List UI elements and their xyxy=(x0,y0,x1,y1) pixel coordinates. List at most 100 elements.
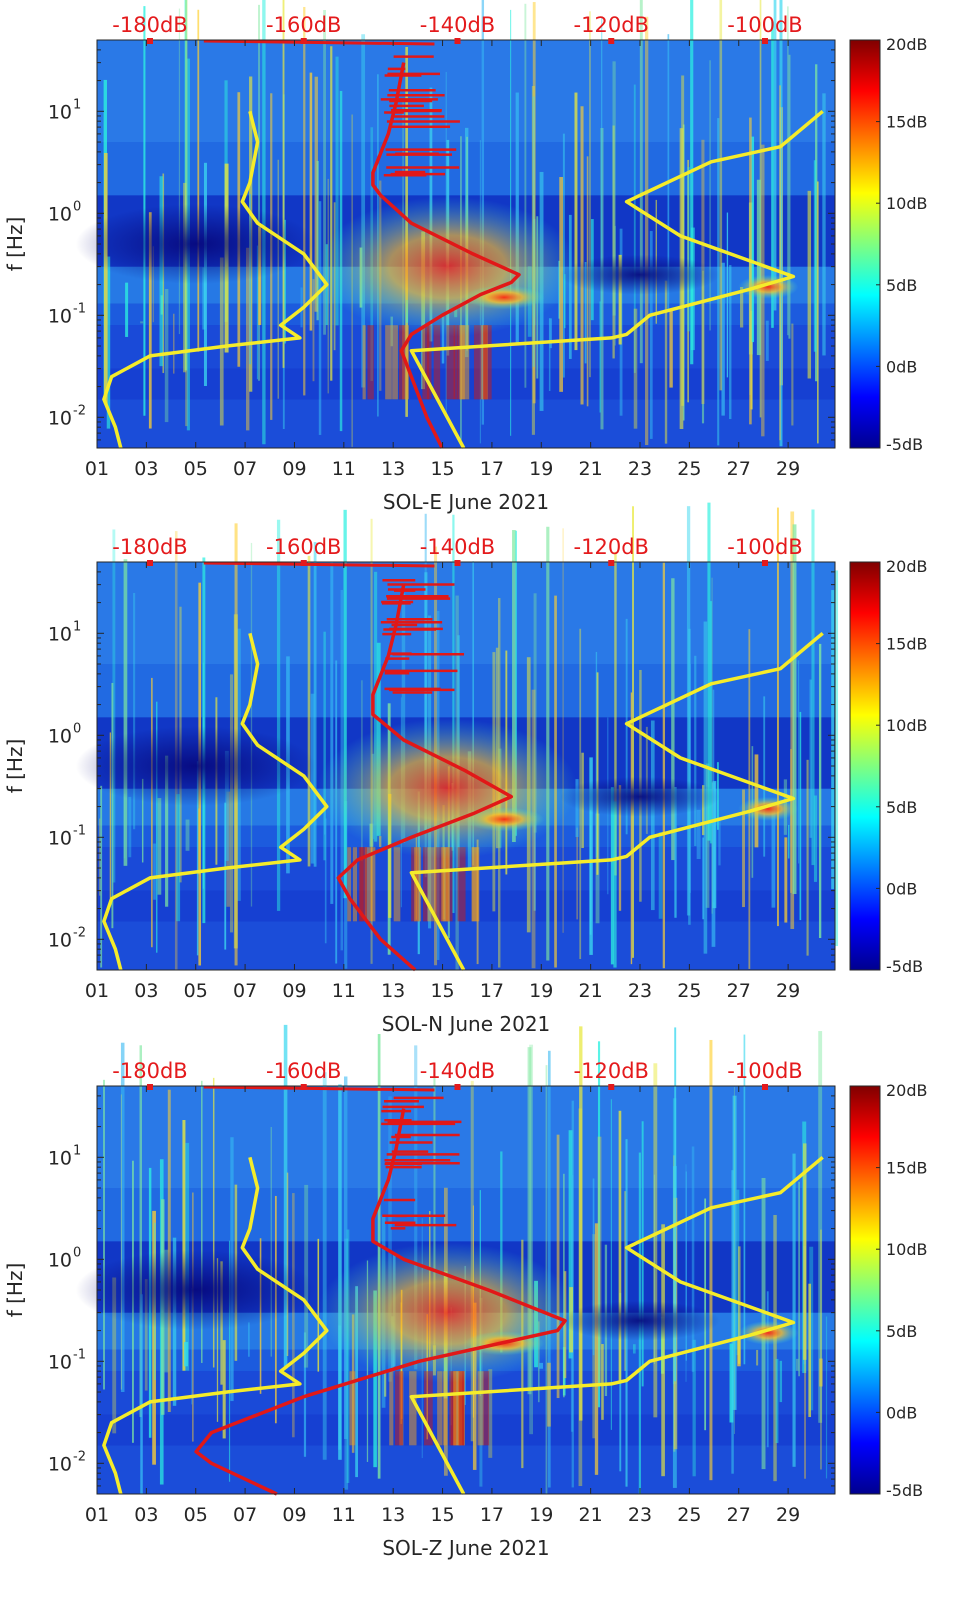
spectrogram-streak xyxy=(185,819,190,851)
spectrogram-streak xyxy=(787,6,789,336)
spectrogram-streak xyxy=(256,245,258,380)
spectrogram-streak xyxy=(343,1076,348,1439)
x-tick-label: 09 xyxy=(282,980,306,1002)
spectrogram-burst xyxy=(398,325,405,400)
spectrogram-streak xyxy=(103,1079,105,1390)
top-axis-label: -180dB xyxy=(112,1059,187,1083)
spectrogram-streak xyxy=(529,1044,534,1435)
colorbar-label: 20dB xyxy=(886,557,928,576)
spectrogram-streak xyxy=(633,84,636,373)
spectrogram-streak xyxy=(157,798,162,895)
spectrogram-streak xyxy=(690,0,694,365)
spectrogram-streak xyxy=(292,1193,295,1438)
spectrogram-streak xyxy=(562,528,564,933)
spectrogram-streak xyxy=(825,1316,828,1479)
spectrogram xyxy=(75,1024,835,1494)
spectrogram-band xyxy=(97,562,835,664)
top-axis-marker xyxy=(608,1084,615,1090)
x-tick-label: 19 xyxy=(529,458,553,480)
spectrogram-streak xyxy=(165,755,169,907)
red-curve-median xyxy=(336,584,514,972)
spectrogram-streak xyxy=(649,231,653,439)
spectrogram-streak xyxy=(788,54,791,339)
spectrogram-streak xyxy=(818,1031,823,1423)
y-tick-label-exponent: -2 xyxy=(73,925,86,940)
x-tick-label: 29 xyxy=(776,458,800,480)
spectrogram-streak xyxy=(681,75,685,406)
y-tick-label-exponent: 0 xyxy=(73,199,81,214)
spectrogram-streak xyxy=(807,190,812,379)
spectrogram-streak xyxy=(324,818,327,944)
spectrogram-streak xyxy=(148,212,152,429)
x-tick-label: 27 xyxy=(727,458,751,480)
spectrogram-burst xyxy=(427,847,436,922)
spectrogram-streak xyxy=(153,843,156,900)
spectrogram-streak xyxy=(250,542,253,907)
top-axis-label: -180dB xyxy=(112,13,187,37)
spectrogram-streak xyxy=(283,1024,288,1369)
spectrogram-burst xyxy=(483,1371,490,1446)
spectrogram-streak xyxy=(707,502,711,841)
spectrogram-burst xyxy=(347,847,352,922)
spectrogram-streak xyxy=(579,1026,583,1421)
top-axis-marker xyxy=(300,1084,307,1090)
spectrogram-streak xyxy=(658,832,663,919)
spectrogram-burst xyxy=(395,1371,403,1446)
top-axis-marker xyxy=(300,38,307,44)
spectrogram-streak xyxy=(224,750,229,862)
yellow-curve-low-noise xyxy=(102,632,329,971)
spectrogram-streak xyxy=(512,530,516,843)
spectrogram-streak xyxy=(589,757,593,955)
y-axis-title: f [Hz] xyxy=(3,739,27,794)
spectrogram-streak xyxy=(330,46,333,381)
spectrogram-streak xyxy=(719,0,723,391)
colorbar-label: -5dB xyxy=(886,957,923,976)
spectrogram-streak xyxy=(809,1246,814,1411)
spectrogram-streak xyxy=(808,1283,812,1418)
spectrogram-streak xyxy=(322,1072,327,1460)
spectrogram-burst xyxy=(409,1371,417,1446)
spectrogram-streak xyxy=(212,1077,215,1368)
top-axis-label: -160dB xyxy=(266,1059,341,1083)
x-tick-label: 27 xyxy=(727,980,751,1002)
y-tick-label-exponent: -1 xyxy=(73,823,86,838)
spectrogram-streak xyxy=(792,1153,796,1467)
colorbar-label: 20dB xyxy=(886,1081,928,1100)
spectrogram-streak xyxy=(595,651,598,858)
x-tick-label: 17 xyxy=(480,1504,504,1526)
colorbar-label: -5dB xyxy=(886,435,923,454)
spectrogram-streak xyxy=(173,313,175,374)
red-spike-top xyxy=(203,561,435,568)
spectrogram-streak xyxy=(197,9,200,352)
spectrogram-streak xyxy=(791,323,794,426)
x-tick-label: 21 xyxy=(579,980,603,1002)
spectrogram-streak xyxy=(709,60,711,331)
spectrogram-streak xyxy=(596,672,599,875)
spectrogram-streak xyxy=(686,506,691,916)
spectrogram-streak xyxy=(584,262,587,364)
spectrogram-streak xyxy=(771,807,776,908)
red-spike-top xyxy=(203,1085,435,1092)
top-axis-label: -100dB xyxy=(727,1059,802,1083)
spectrogram-streak xyxy=(797,660,800,864)
spectrogram-burst xyxy=(457,847,466,922)
spectrogram-burst xyxy=(424,1371,433,1446)
spectrogram-streak xyxy=(820,1229,822,1470)
x-tick-label: 15 xyxy=(430,458,454,480)
spectrogram-streak xyxy=(822,93,826,356)
spectrogram-streak xyxy=(667,34,670,312)
spectrogram-streak xyxy=(196,761,199,956)
top-axis-marker xyxy=(147,38,153,44)
spectrogram-streak xyxy=(99,818,101,896)
spectrogram-streak xyxy=(191,1287,193,1405)
spectrogram-streak xyxy=(685,1164,687,1382)
spectrogram-streak xyxy=(384,1371,387,1397)
colorbar-label: 15dB xyxy=(886,1159,928,1178)
spectrogram-streak xyxy=(818,643,822,939)
spectrogram-band xyxy=(97,1445,835,1494)
spectrogram-burst xyxy=(477,1371,484,1446)
x-tick-label: 09 xyxy=(282,458,306,480)
spectrogram-quiet xyxy=(560,254,721,295)
